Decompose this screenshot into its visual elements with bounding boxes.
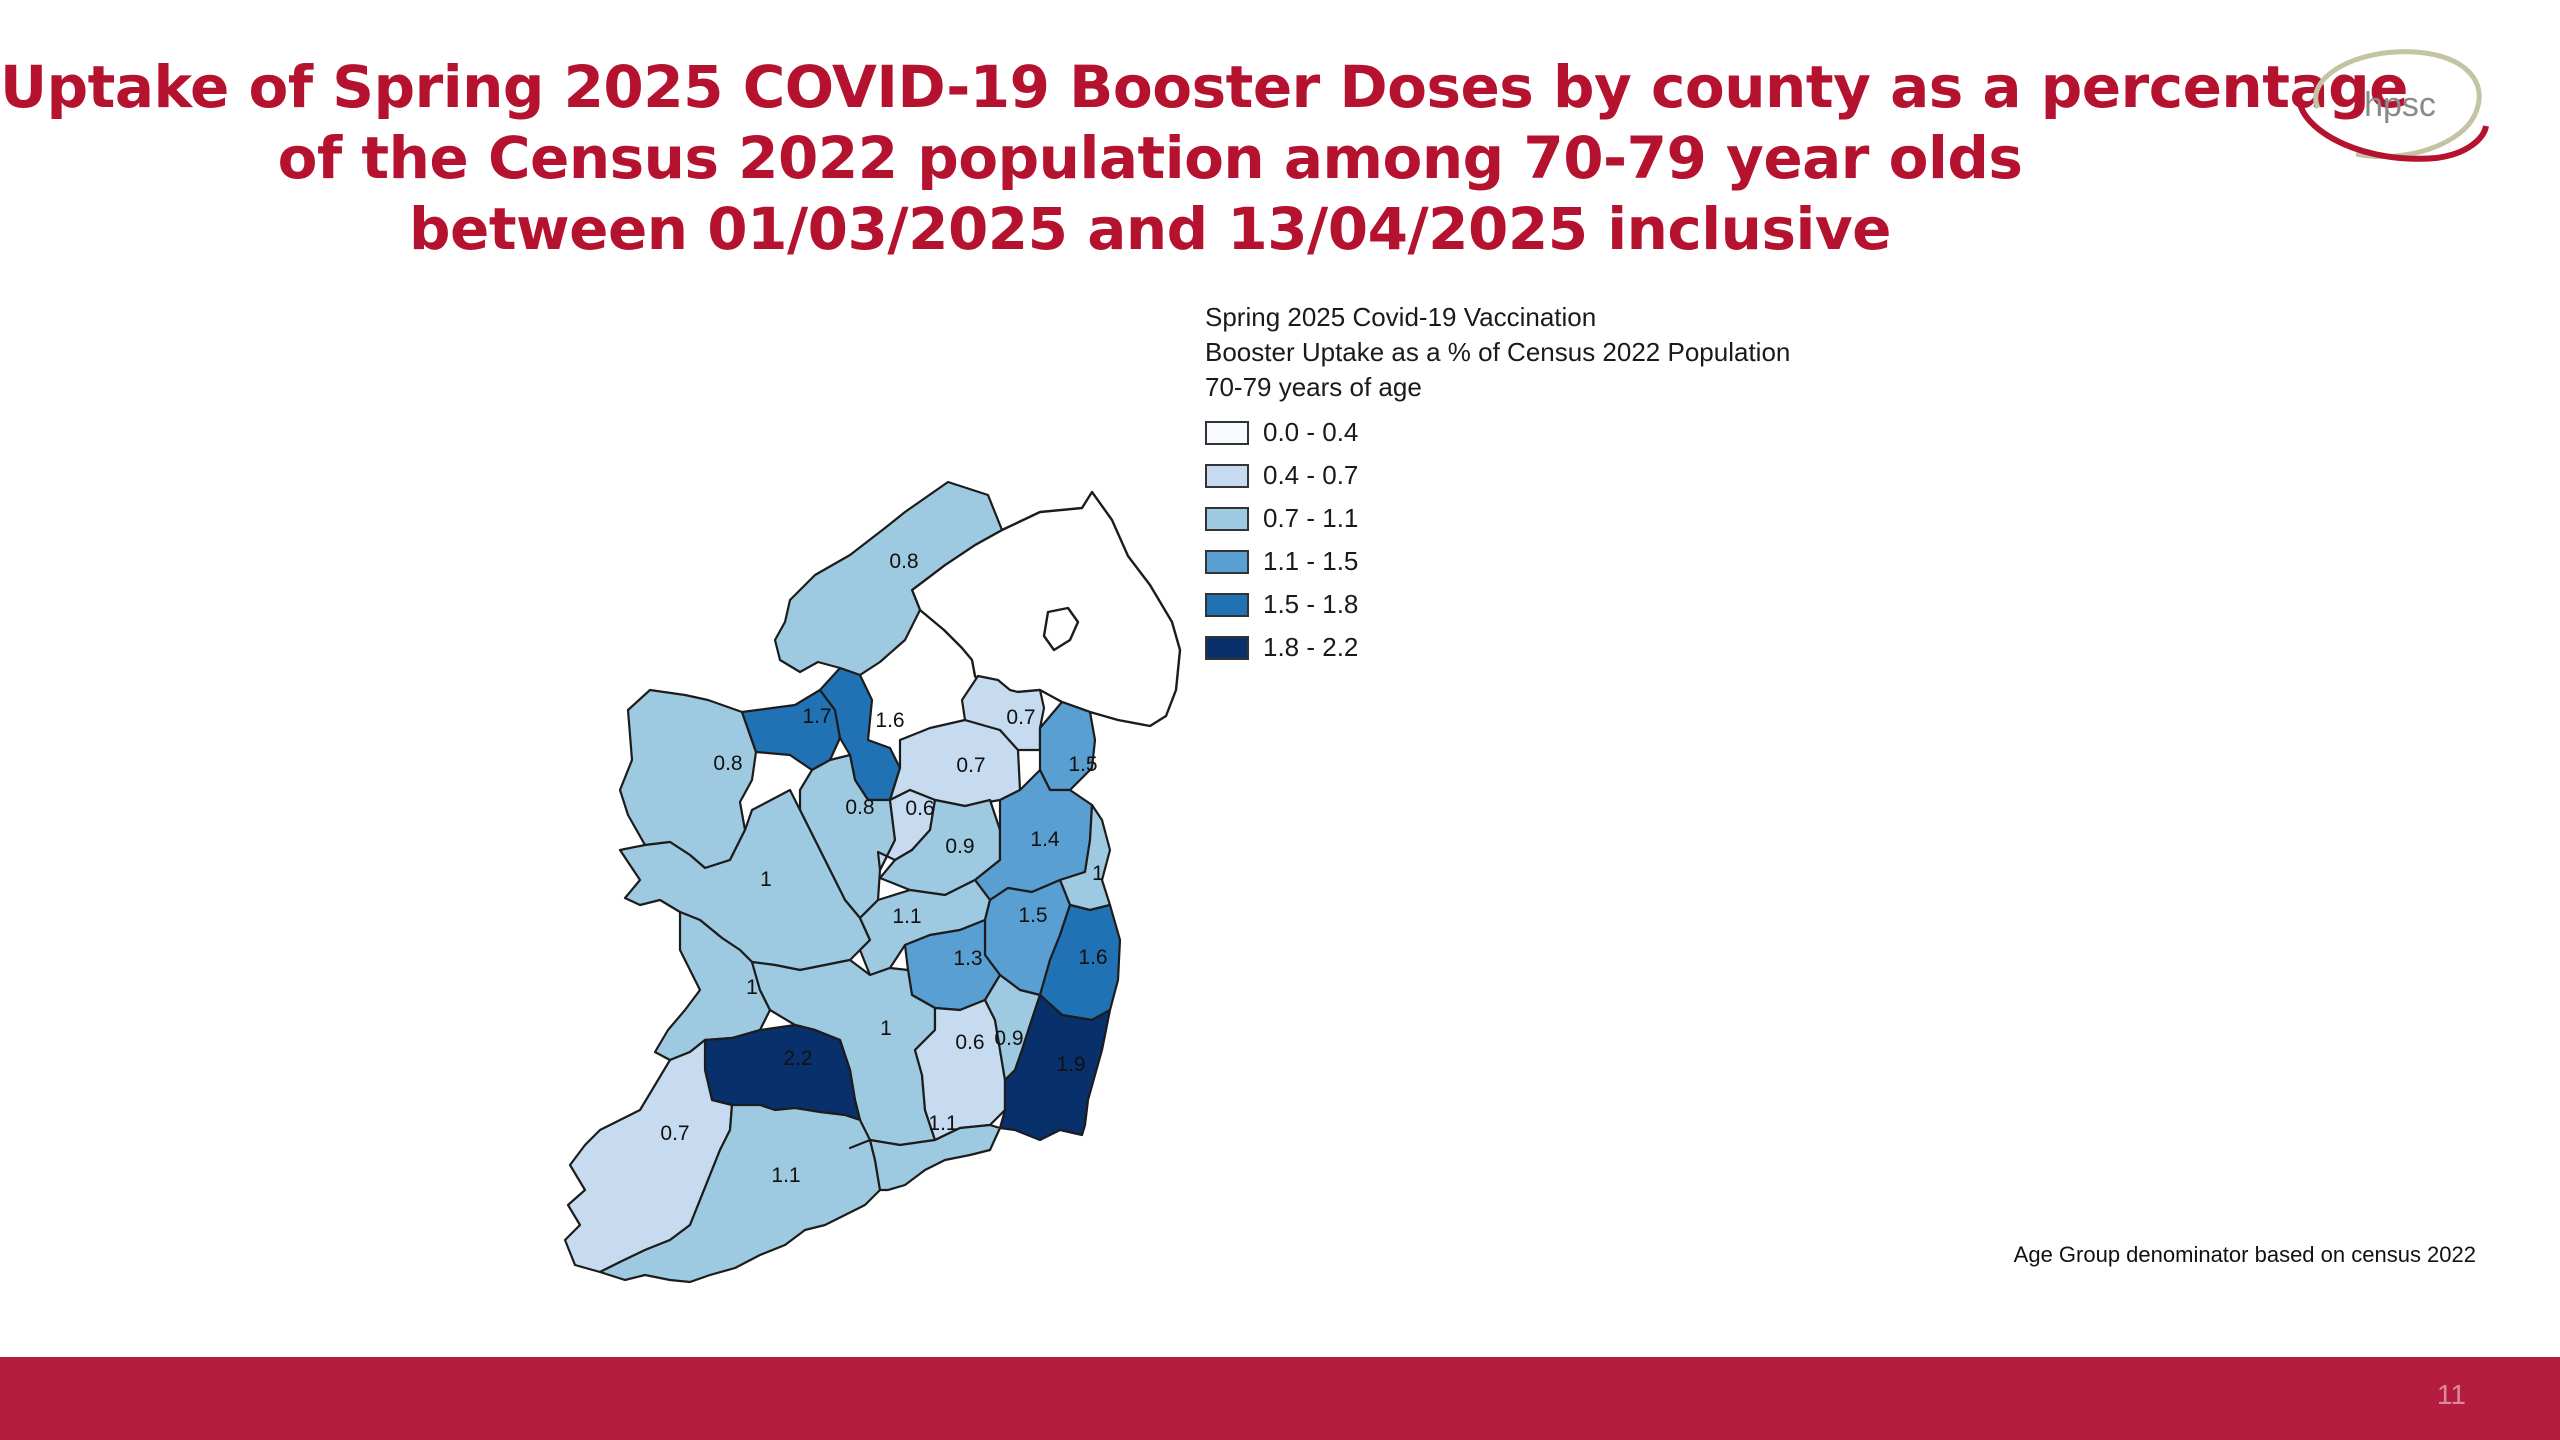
legend-item: 1.8 - 2.2: [1205, 626, 1925, 669]
map-label-longford: 0.6: [905, 797, 934, 820]
map-label-monaghan: 0.7: [1006, 706, 1035, 729]
footnote: Age Group denominator based on census 20…: [2013, 1242, 2476, 1267]
legend-item: 1.1 - 1.5: [1205, 540, 1925, 583]
map-label-wexford: 1.9: [1056, 1053, 1085, 1076]
legend-item: 1.5 - 1.8: [1205, 583, 1925, 626]
map-label-waterford: 1.1: [928, 1112, 957, 1135]
map-label-donegal: 0.8: [889, 550, 918, 573]
map-label-carlow: 0.9: [994, 1027, 1023, 1050]
county-donegal: [773, 480, 1004, 677]
slide-title: Uptake of Spring 2025 COVID-19 Booster D…: [0, 52, 2408, 265]
legend-range: 0.7 - 1.1: [1263, 503, 1359, 533]
legend-item: 0.4 - 0.7: [1205, 454, 1925, 497]
county-wexford: [998, 993, 1112, 1142]
map-label-meath: 1.4: [1030, 828, 1060, 851]
map-label-kilkenny: 0.6: [955, 1031, 984, 1054]
legend-range: 0.0 - 0.4: [1263, 417, 1359, 447]
county-waterford: [848, 1123, 1002, 1192]
map-label-mayo: 0.8: [713, 752, 742, 775]
legend-item: 0.7 - 1.1: [1205, 497, 1925, 540]
legend-swatch: [1205, 592, 1249, 617]
map-label-laois: 1.3: [953, 947, 982, 970]
footer-bar: 11: [0, 1357, 2560, 1440]
title-line: Uptake of Spring 2025 COVID-19 Booster D…: [0, 53, 2408, 121]
map-label-cork: 1.1: [771, 1164, 800, 1187]
legend-range: 1.5 - 1.8: [1263, 589, 1359, 619]
legend-title-line: Booster Uptake as a % of Census 2022 Pop…: [1205, 337, 1791, 367]
county-louth: [1038, 700, 1097, 792]
map-label-roscommon: 0.8: [845, 796, 874, 819]
title-line: between 01/03/2025 and 13/04/2025 inclus…: [408, 195, 1892, 263]
map-label-tipperary: 1: [880, 1017, 892, 1040]
map-label-louth: 1.5: [1068, 753, 1097, 776]
legend-swatch: [1205, 635, 1249, 660]
page-number: 11: [2436, 1379, 2466, 1410]
legend-title-line: Spring 2025 Covid-19 Vaccination: [1205, 302, 1597, 332]
legend-swatch: [1205, 420, 1249, 445]
map-label-sligo: 1.7: [802, 705, 831, 728]
legend-range: 1.1 - 1.5: [1263, 546, 1359, 576]
county-monaghan: [960, 674, 1046, 752]
map-label-westmeath: 0.9: [945, 835, 974, 858]
map-label-wicklow: 1.6: [1078, 946, 1107, 969]
map-legend: Spring 2025 Covid-19 Vaccination Booster…: [1205, 300, 1925, 669]
map-label-kerry: 0.7: [660, 1122, 689, 1145]
map-label-leitrim: 1.6: [875, 709, 904, 732]
hpsc-logo: hpsc: [2297, 49, 2489, 162]
legend-title: Spring 2025 Covid-19 Vaccination Booster…: [1205, 300, 1925, 405]
lough-neagh: [1042, 606, 1080, 652]
map-label-dublin: 1: [1092, 862, 1104, 885]
map-label-cavan: 0.7: [956, 754, 985, 777]
map-label-limerick: 2.2: [783, 1047, 812, 1070]
legend-swatch: [1205, 549, 1249, 574]
legend-item: 0.0 - 0.4: [1205, 411, 1925, 454]
map-label-offaly: 1.1: [892, 905, 921, 928]
county-sligo: [740, 688, 842, 772]
legend-title-line: 70-79 years of age: [1205, 372, 1422, 402]
map-label-kildare: 1.5: [1018, 904, 1047, 927]
legend-swatch: [1205, 506, 1249, 531]
map-label-galway: 1: [760, 868, 772, 891]
county-cork: [598, 1103, 882, 1284]
map-label-clare: 1: [746, 976, 758, 999]
legend-items: 0.0 - 0.4 0.4 - 0.7 0.7 - 1.1 1.1 - 1.5 …: [1205, 411, 1925, 669]
legend-range: 1.8 - 2.2: [1263, 632, 1359, 662]
ireland-choropleth-map: 0.8 0.8 1.7 1.6 0.7 0.7 1.5 0.8 0.6 0.9 …: [563, 480, 1182, 1284]
legend-range: 0.4 - 0.7: [1263, 460, 1359, 490]
county-mayo: [618, 688, 758, 870]
title-line: of the Census 2022 population among 70-7…: [277, 124, 2023, 192]
logo-text: hpsc: [2364, 86, 2436, 124]
legend-swatch: [1205, 463, 1249, 488]
